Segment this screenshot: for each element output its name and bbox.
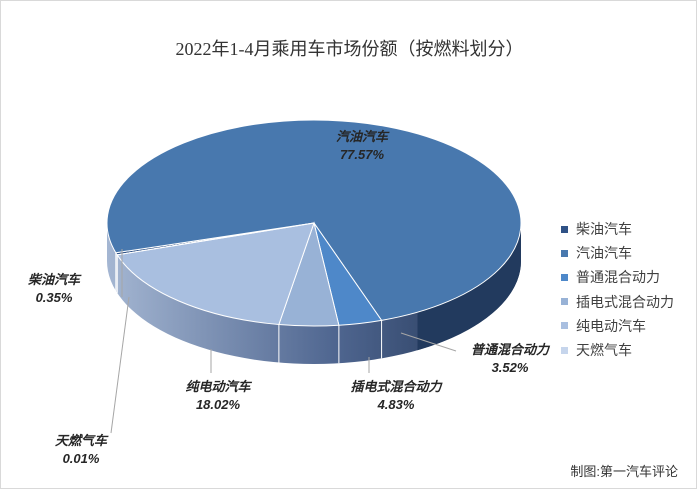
slice-name-label-5: 天燃气车	[55, 433, 109, 448]
legend-swatch	[561, 273, 568, 281]
legend-label: 汽油汽车	[576, 245, 632, 262]
slice-value-label-5: 0.01%	[63, 451, 100, 466]
pie-side-dark	[417, 223, 521, 351]
pie-slice-4	[116, 222, 315, 326]
legend-label: 插电式混合动力	[576, 293, 674, 310]
pie-slice-1	[106, 119, 522, 321]
legend-item-5: 天燃气车	[561, 338, 674, 362]
slice-value-label-3: 4.83%	[377, 397, 415, 412]
chart-title: 2022年1-4月乘用车市场份额（按燃料划分）	[175, 39, 524, 59]
legend-label: 纯电动汽车	[576, 317, 646, 334]
leader-line-2	[400, 332, 457, 352]
legend-swatch	[561, 298, 568, 306]
legend-item-4: 纯电动汽车	[561, 314, 674, 338]
slice-name-label-2: 普通混合动力	[471, 342, 551, 357]
slice-name-label-0: 柴油汽车	[27, 272, 82, 287]
slice-value-label-4: 18.02%	[196, 397, 241, 412]
legend: 柴油汽车汽油汽车普通混合动力 插电式混合动力 纯电动汽车天燃气车	[561, 217, 674, 362]
slice-value-label-0: 0.35%	[36, 290, 73, 305]
slice-name-label-4: 纯电动汽车	[185, 379, 252, 394]
legend-label: 普通混合动力	[576, 269, 660, 286]
legend-item-1: 汽油汽车	[561, 241, 674, 265]
legend-swatch	[561, 225, 568, 233]
legend-swatch	[561, 322, 568, 330]
legend-item-3: 插电式混合动力	[561, 290, 674, 314]
slice-value-label-1: 77.57%	[340, 147, 385, 162]
legend-label: 柴油汽车	[576, 221, 632, 238]
legend-label: 天燃气车	[576, 342, 632, 359]
slice-name-label-3: 插电式混合动力	[350, 379, 443, 394]
leader-line-5	[110, 296, 130, 434]
legend-item-0: 柴油汽车	[561, 217, 674, 241]
slice-name-label-1: 汽油汽车	[336, 129, 390, 144]
pie-slice-5	[116, 222, 315, 256]
source-note: 制图:第一汽车评论	[570, 464, 678, 479]
legend-item-2: 普通混合动力	[561, 265, 674, 289]
legend-swatch	[561, 346, 568, 354]
legend-swatch	[561, 249, 568, 257]
slice-value-label-2: 3.52%	[492, 360, 529, 375]
